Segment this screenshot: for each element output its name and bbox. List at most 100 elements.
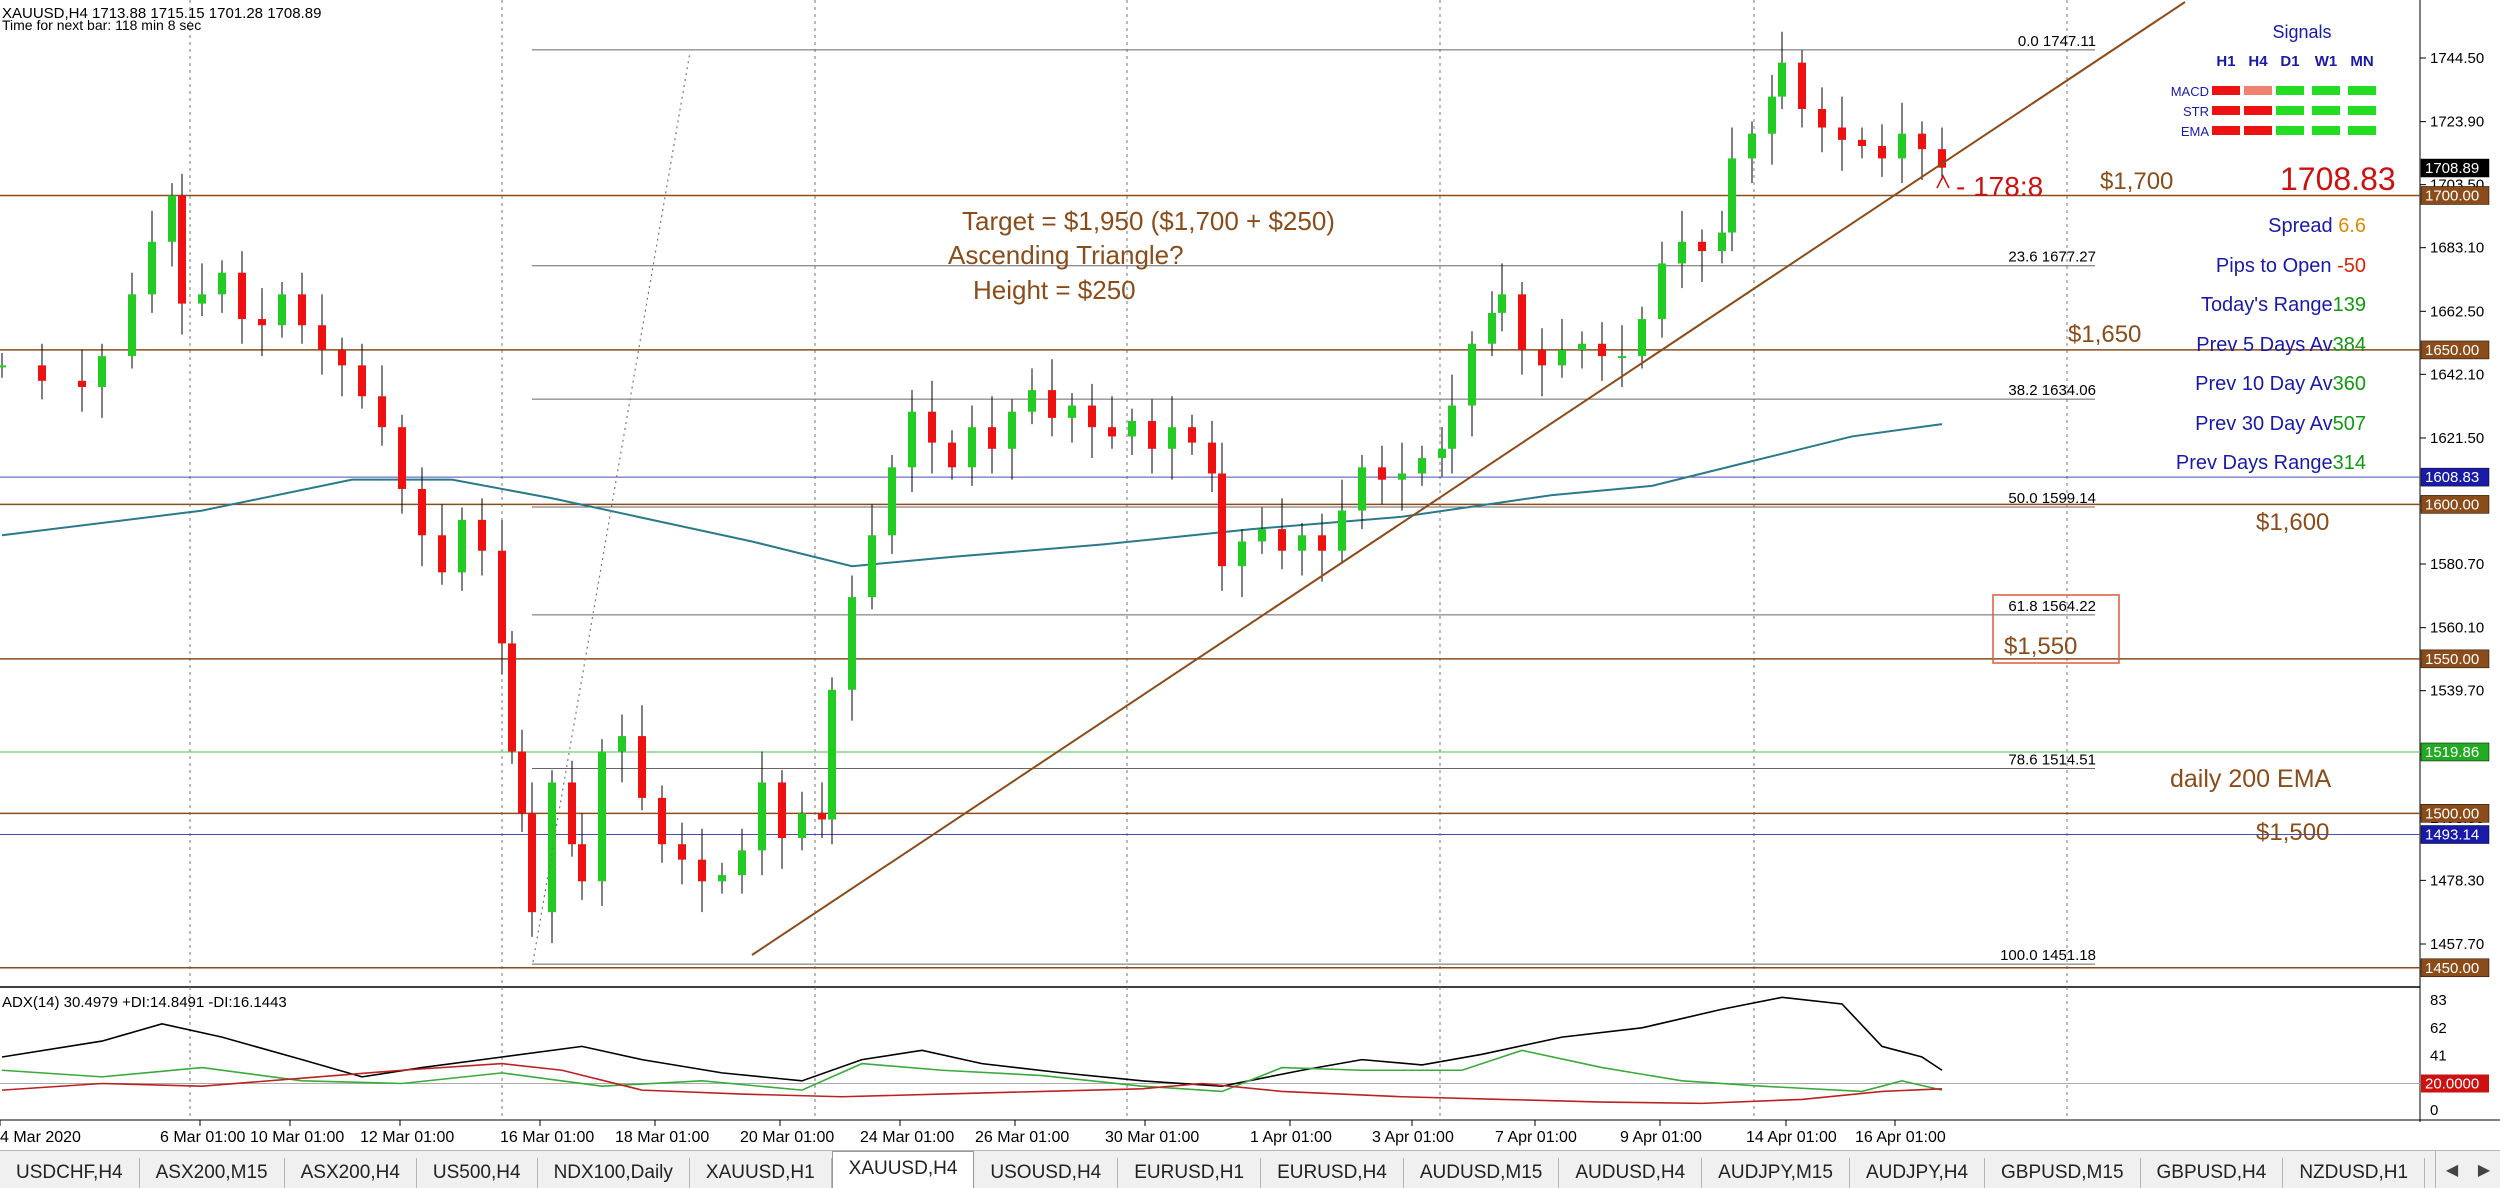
symbol-tab[interactable]: EURUSD,H1: [1118, 1158, 1262, 1188]
candle-body: [148, 241, 156, 295]
candle-body: [988, 427, 996, 449]
prev10-value: 360: [2333, 373, 2366, 395]
signal-cell: [2348, 126, 2376, 135]
symbol-tab[interactable]: ASX200,H4: [284, 1158, 417, 1188]
candle-body: [1438, 448, 1446, 459]
symbol-tab[interactable]: AUDJPY,M15: [1702, 1158, 1850, 1188]
price-tag: [2420, 649, 2490, 669]
today-range-label: Today's Range: [2201, 294, 2333, 316]
symbol-tab[interactable]: XAUUSD,H1: [689, 1158, 832, 1188]
symbol-tab[interactable]: XAUUSD,H4: [831, 1151, 975, 1188]
candle-body: [1768, 96, 1776, 134]
fib-label: 23.6 1677.27: [2008, 249, 2096, 266]
signal-cell: [2348, 86, 2376, 95]
prev5-value: 384: [2333, 334, 2366, 356]
candle-body: [718, 875, 726, 882]
time-tick-label: 20 Mar 01:00: [740, 1129, 834, 1146]
symbol-tab[interactable]: USDCHF,H4: [0, 1158, 140, 1188]
candle-body: [1448, 405, 1456, 449]
candle-body: [638, 736, 646, 798]
symbol-tab[interactable]: NDX100,Daily: [537, 1158, 690, 1188]
candle-body: [658, 797, 666, 845]
candle-body: [478, 519, 486, 551]
candle-body: [98, 356, 106, 388]
symbol-tab[interactable]: AUDUSD,H4: [1559, 1158, 1703, 1188]
signal-cell: [2244, 86, 2272, 95]
tab-scroll-left-icon[interactable]: ◀: [2445, 1161, 2459, 1179]
symbol-tab[interactable]: US500,H4: [416, 1158, 538, 1188]
signal-cell: [2244, 126, 2272, 135]
price-tag: [2420, 958, 2490, 978]
fib-label: 100.0 1451.18: [2000, 947, 2096, 964]
distance-arrow-icon: [1936, 174, 1950, 189]
price-tag-label: 1493.14: [2425, 827, 2479, 844]
time-tick-label: 18 Mar 01:00: [615, 1129, 709, 1146]
signal-timeframe-label: H4: [2248, 53, 2268, 70]
fib-label: 50.0 1599.14: [2008, 490, 2096, 507]
symbol-tab[interactable]: AUDJPY,H4: [1849, 1158, 1986, 1188]
tab-scroll-right-icon[interactable]: ▶: [2477, 1161, 2491, 1179]
pips-label: Pips to Open: [2216, 255, 2332, 277]
prev5-label: Prev 5 Days Av: [2196, 334, 2332, 356]
candle-body: [618, 736, 626, 752]
symbol-tab[interactable]: EURUSD,H4: [1261, 1158, 1404, 1188]
svg-text:Today's Range139: Today's Range139: [2201, 294, 2366, 316]
signals-title: Signals: [2272, 22, 2331, 42]
minus-di-line: [1, 1062, 1943, 1105]
candle-body: [258, 319, 266, 326]
prev30-value: 507: [2333, 413, 2366, 435]
symbol-tab[interactable]: USOUSD,H4: [974, 1158, 1119, 1188]
candle-body: [1638, 319, 1646, 357]
signal-cell: [2312, 86, 2340, 95]
price-chart[interactable]: 0.0 1747.11 23.6 1677.27 38.2 1634.06 50.0 …: [0, 0, 2500, 1150]
time-tick-label: 16 Apr 01:00: [1855, 1129, 1946, 1146]
candle-body: [848, 597, 856, 690]
pips-value: -50: [2337, 255, 2366, 277]
spread-label: Spread: [2268, 215, 2333, 237]
symbol-tab-bar: USDCHF,H4 ASX200,M15 ASX200,H4 US500,H4 NDX1…: [0, 1150, 2500, 1188]
current-price-big: 1708.83: [2280, 161, 2396, 197]
svg-text:Prev 5 Days Av384: Prev 5 Days Av384: [2196, 334, 2366, 356]
signal-row-label: MACD: [2171, 84, 2209, 99]
candle-body: [678, 844, 686, 860]
symbol-tab[interactable]: GBPUSD,M15: [1985, 1158, 2141, 1188]
prevdays-label: Prev Days Range: [2176, 452, 2333, 474]
price-tick-label: 1580.70: [2430, 556, 2484, 573]
candle-body: [1778, 62, 1786, 97]
candle-body: [1698, 241, 1706, 252]
candle-body: [1858, 139, 1866, 147]
tab-scroll-arrows[interactable]: ◀ ▶: [2435, 1151, 2500, 1188]
time-tick-label: 1 Apr 01:00: [1250, 1129, 1332, 1146]
candle-body: [928, 411, 936, 443]
signal-cell: [2276, 126, 2304, 135]
symbol-tab[interactable]: ASX200,M15: [139, 1158, 285, 1188]
candle-body: [278, 294, 286, 326]
signal-timeframe-label: W1: [2315, 53, 2338, 70]
price-tag: [2420, 804, 2490, 823]
candle-body: [1088, 405, 1096, 428]
adx-tick-label: 62: [2430, 1020, 2447, 1037]
candle-body: [818, 813, 826, 820]
signal-cell: [2212, 126, 2240, 135]
signal-timeframe-label: MN: [2350, 53, 2373, 70]
symbol-tab[interactable]: NZDUSD,H1: [2283, 1158, 2426, 1188]
candle-body: [828, 689, 836, 820]
candle-body: [1028, 390, 1036, 412]
signal-row-label: STR: [2183, 104, 2209, 119]
symbol-tab[interactable]: GBPUSD,H4: [2140, 1158, 2284, 1188]
candle-body: [358, 365, 366, 397]
signal-cell: [2212, 86, 2240, 95]
distance-label: - 178:8: [1956, 171, 2043, 202]
price-tag-label: 1650.00: [2425, 342, 2479, 359]
candle-body: [1878, 146, 1886, 159]
symbol-tab[interactable]: AUDUSD,M15: [1403, 1158, 1560, 1188]
candle-body: [318, 325, 326, 350]
price-tick-label: 1539.70: [2430, 683, 2484, 700]
signal-cell: [2276, 86, 2304, 95]
candle-body: [568, 782, 576, 845]
signal-timeframe-label: D1: [2280, 53, 2299, 70]
candle-body: [1378, 467, 1386, 480]
candle-body: [548, 782, 556, 913]
time-tick-label: 12 Mar 01:00: [360, 1129, 454, 1146]
price-tick-label: 1723.90: [2430, 114, 2484, 131]
